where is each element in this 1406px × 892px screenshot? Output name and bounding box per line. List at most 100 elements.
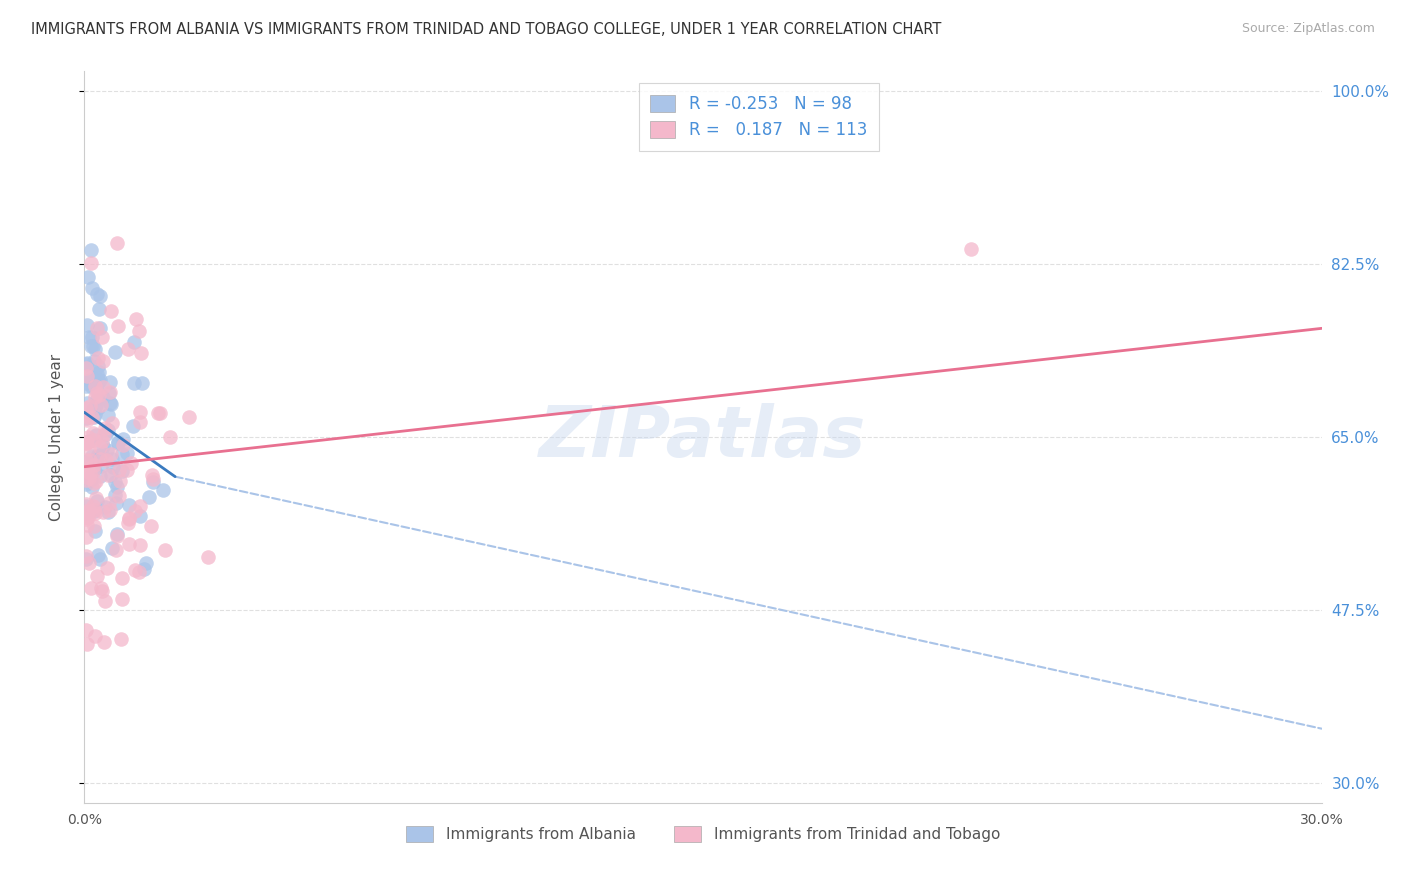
Point [103,475,125,489]
Point [117,511,139,525]
Legend: Immigrants from Albania, Immigrants from Trinidad and Tobago: Immigrants from Albania, Immigrants from… [398,819,1008,850]
Point [75,411,97,425]
Point [138,490,160,504]
Point [83,354,105,368]
Point [105,235,128,250]
Point [79,434,101,449]
Point [89,469,111,483]
Point [84,474,107,488]
Point [75,435,97,450]
Point [76,461,98,475]
Point [177,410,200,425]
Point [89,452,111,467]
Point [135,556,157,570]
Point [86,321,108,335]
Point [83,434,105,448]
Point [84,342,107,356]
Point [82,402,104,417]
Point [77,509,100,524]
Point [76,518,98,533]
Point [118,510,141,524]
Point [94,500,117,514]
Point [86,287,108,301]
Point [76,464,98,478]
Point [77,471,100,485]
Point [104,496,127,510]
Point [97,386,120,401]
Point [90,584,112,599]
Point [110,571,132,585]
Point [82,281,104,295]
Text: IMMIGRANTS FROM ALBANIA VS IMMIGRANTS FROM TRINIDAD AND TOBAGO COLLEGE, UNDER 1 : IMMIGRANTS FROM ALBANIA VS IMMIGRANTS FR… [31,22,941,37]
Point [128,508,150,523]
Point [77,502,100,516]
Point [108,475,131,489]
Point [77,454,100,468]
Point [82,480,104,494]
Point [75,512,97,526]
Point [111,447,134,461]
Point [91,390,114,404]
Point [104,487,127,501]
Point [86,449,108,463]
Point [79,373,101,387]
Point [105,480,128,494]
Point [79,453,101,467]
Point [83,410,105,425]
Point [86,392,108,407]
Point [83,503,105,517]
Point [120,456,142,470]
Point [75,499,97,513]
Point [75,401,97,415]
Point [91,354,114,368]
Point [100,397,122,411]
Point [83,462,105,476]
Point [77,410,100,425]
Point [93,594,115,608]
Point [82,464,104,478]
Point [129,346,152,360]
Point [110,632,132,647]
Point [108,489,131,503]
Point [89,289,111,303]
Point [118,498,141,512]
Point [91,439,114,453]
Point [89,552,111,566]
Text: ZIPatlas: ZIPatlas [540,402,866,472]
Point [93,635,115,649]
Point [84,506,107,520]
Point [79,470,101,484]
Point [129,499,152,513]
Point [84,379,107,393]
Point [84,428,107,442]
Point [83,458,105,472]
Point [87,373,110,387]
Point [118,537,141,551]
Point [86,378,108,392]
Point [75,510,97,524]
Point [128,405,150,419]
Point [89,440,111,454]
Point [117,343,139,357]
Point [146,406,169,420]
Point [80,330,103,344]
Point [96,442,118,457]
Point [94,452,117,467]
Point [128,324,150,338]
Point [107,434,129,449]
Point [75,453,97,467]
Point [86,373,108,387]
Point [111,464,134,478]
Point [75,623,97,637]
Point [104,344,127,359]
Point [76,637,98,651]
Point [75,473,97,487]
Point [91,505,114,519]
Point [122,334,145,349]
Point [122,419,145,434]
Point [90,459,112,474]
Point [90,581,112,595]
Point [100,375,122,389]
Point [86,569,108,583]
Point [75,434,97,449]
